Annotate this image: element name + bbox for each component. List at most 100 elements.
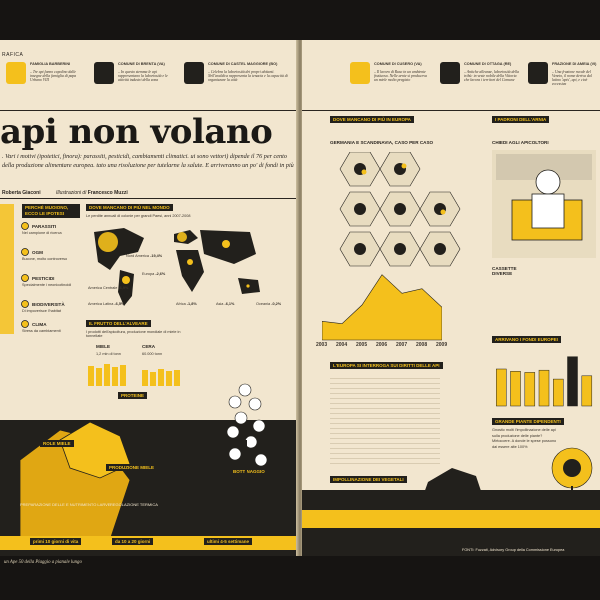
region-oc: Oceania -0,2% <box>256 302 282 306</box>
section-label: RAFICA <box>2 52 24 58</box>
footer-caption: un Ape 50 della Piaggio a pianale lungo <box>4 560 82 565</box>
region-af: Africa -1,8% <box>176 302 197 306</box>
label-regolazione: REGOLAZIONE TERMICA <box>110 502 158 507</box>
crest-title-3: COMUNE DI CASTEL MAGGIORE (BO) <box>208 62 278 66</box>
year-tick-label: 2004 <box>336 342 348 348</box>
crest-castel-maggiore <box>184 62 204 84</box>
bee-rights-text <box>330 374 440 464</box>
world-title: DOVE MANCANO DI PIÙ NEL MONDO <box>86 204 173 211</box>
beekeeper-illustration <box>492 150 596 258</box>
header-rule-right <box>302 110 600 111</box>
south-america-shape <box>118 270 134 306</box>
header-rule <box>0 110 298 111</box>
oceania-circle <box>246 284 250 288</box>
dependents-title: GRANDE PIANTE DIPENDENTI <box>492 418 564 425</box>
byline-illustrator: Francesco Muzzi <box>87 190 128 196</box>
parassiti-icon <box>21 222 29 230</box>
fruit-miele-value: 1,2 mln di tonn <box>96 352 121 356</box>
fondi-title: ARRIVANO I FONDI EUROPEI <box>492 336 561 343</box>
region-la: America Latina -6,5% <box>88 302 125 306</box>
crest-cusero <box>350 62 370 84</box>
label-bottinaggio: BOTTINAGGIO <box>230 468 268 475</box>
fondi-bar-chart <box>496 356 593 407</box>
fondi-bar <box>496 368 507 407</box>
fruit-title: IL FRUTTO DELL'ALVEARE <box>86 320 151 327</box>
crest-text-1: – Tre api fanno capolino dalle insegne d… <box>30 70 77 82</box>
label-mole-miele: ROLE MIELE <box>40 440 74 447</box>
pollination-title: IMPOLLINAZIONE DEI VEGETALI <box>330 476 407 483</box>
asia-circle <box>222 240 230 248</box>
africa-circle <box>187 259 193 265</box>
crest-title-4: COMUNE DI CUSERO (VA) <box>374 62 422 66</box>
fondi-bar <box>567 356 578 407</box>
europe-title: DOVE MANCANO DI PIÙ IN EUROPA <box>330 116 414 123</box>
fruit-sub: I prodotti dell'apicoltura, produzione m… <box>86 330 181 338</box>
europe-hex-maps <box>339 152 461 267</box>
crest-text-3: – Celebra la laboriosità dei propri abit… <box>208 70 288 82</box>
flower-illustration <box>226 383 268 510</box>
world-map <box>94 228 260 306</box>
cause-pesticidi: PESTICIDI <box>32 276 55 281</box>
yellow-footer-band <box>302 510 600 528</box>
cassette-label: CASSETTE DIVERSE <box>492 266 517 276</box>
page-fold <box>296 40 304 556</box>
crest-title-5: COMUNE DI OTTAGA (RE) <box>464 62 512 66</box>
deck: . Vari i motivi (ipotetici, finora): par… <box>2 153 294 169</box>
timeline-2: da 10 a 20 giorni <box>112 538 154 545</box>
beekeeper-head-icon <box>535 169 561 195</box>
cause-clima: CLIMA <box>32 322 47 327</box>
cause-icons <box>21 222 29 328</box>
proteine-tag: PROTEINE <box>118 392 148 399</box>
fruit-cera: CERA <box>142 344 156 349</box>
crest-title-6: FRAZIONE DI AMEIA (VI) <box>552 62 597 66</box>
crest-ottaga <box>440 62 460 84</box>
cause-parassiti: PARASSITI <box>32 224 57 229</box>
masters-title: I PADRONI DELL'ARNIA <box>492 116 550 123</box>
clima-icon <box>21 320 29 328</box>
crest-title-1: FAMIGLIA BARBERINI <box>30 62 71 66</box>
area-series <box>322 274 442 341</box>
hive-illustration <box>19 421 240 541</box>
crest-text-2: – In questo stemma le api rappresentano … <box>118 70 168 82</box>
dependents-text: Gnostic molti l'impollinazione delle api… <box>492 428 557 449</box>
europe-sub: Germania e Scandinavia, caso per caso <box>330 140 434 145</box>
cause-ogm: OGM <box>32 250 43 255</box>
byline-author: Roberta Giaconi <box>2 190 41 196</box>
fondi-bar <box>510 371 521 407</box>
ogm-icon <box>21 248 29 256</box>
fruit-cera-value: 60.000 tonn <box>142 352 163 356</box>
cause-pesticidi-note: Specialmente i neonicotinoidi <box>22 283 72 287</box>
fruit-miele: MIELE <box>96 344 111 349</box>
byline-illustrator-label: Illustrazioni di <box>56 190 87 196</box>
crest-text-6: – Una frazione rurale del Veneto, il nom… <box>552 70 592 86</box>
left-page: RAFICA FAMIGLIA BARBERINI – Tre api fann… <box>0 40 298 556</box>
leaf-shape <box>136 430 196 520</box>
bear-icon <box>418 468 486 510</box>
byline: Roberta Giaconi Illustrazioni di Frances… <box>2 190 128 196</box>
byline-rule <box>0 198 298 199</box>
label-produzione: PRODUZIONE MIELE <box>106 464 158 471</box>
biodiversita-icon <box>21 300 29 308</box>
cause-clima-note: Stress da cambiamenti <box>22 329 61 333</box>
cause-parassiti-note: Nel campione di ricerca <box>22 231 62 235</box>
pesticidi-icon <box>21 274 29 282</box>
crest-ameia <box>528 62 548 84</box>
why-title: PERCHÉ MUOIONO, ECCO LE IPOTESI <box>22 204 80 218</box>
timeline-1: primi 10 giorni di vita <box>30 538 82 545</box>
apicoltori-title: CHIEDI AGLI APICOLTORI <box>492 140 549 145</box>
right-page: COMUNE DI CUSERO (VA) – Il lavoro di Rus… <box>302 40 600 556</box>
year-tick-label: 2006 <box>376 342 388 348</box>
year-tick-label: 2003 <box>316 342 328 348</box>
crest-barberini <box>6 62 26 84</box>
cause-ogm-note: Bucone, molto controverso <box>22 257 68 261</box>
fruit-bars <box>88 364 180 386</box>
fondi-bar <box>538 369 550 407</box>
africa-shape <box>176 250 204 292</box>
timeline-3: ultimi 4-5 settimane <box>204 538 253 545</box>
headline: api non volano <box>0 112 273 152</box>
year-tick-label: 2007 <box>396 342 408 348</box>
crest-brenta <box>94 62 114 84</box>
bee-rights-title: L'EUROPA SI INTERROGA SUI DIRITTI DELLE … <box>330 362 443 369</box>
year-tick-label: 2005 <box>356 342 368 348</box>
